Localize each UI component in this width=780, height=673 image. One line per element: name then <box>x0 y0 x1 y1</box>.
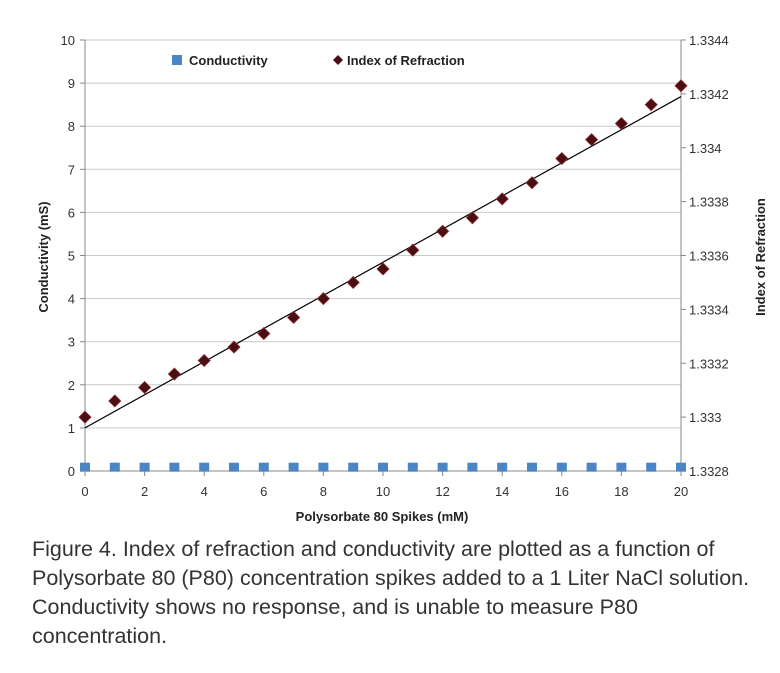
index-of-refraction-point <box>555 151 569 166</box>
conductivity-series <box>80 462 686 472</box>
y-right-axis-title: Index of Refraction <box>753 198 768 316</box>
index-of-refraction-point <box>674 79 688 93</box>
y-left-tick-label: 3 <box>68 335 75 350</box>
index-of-refraction-point <box>227 340 241 354</box>
legend-ior-label: Index of Refraction <box>347 53 465 68</box>
y-left-tick-label: 0 <box>68 464 75 479</box>
x-tick-label: 20 <box>674 484 688 499</box>
index-of-refraction-point <box>495 192 509 206</box>
y-right-tick-label: 1.3328 <box>689 464 729 479</box>
legend-ior-marker <box>333 55 343 65</box>
trendline-group <box>84 96 682 429</box>
conductivity-point <box>109 462 120 472</box>
y-left-axis-title: Conductivity (mS) <box>36 201 51 312</box>
legend: Conductivity Index of Refraction <box>172 53 465 68</box>
index-of-refraction-point <box>465 211 479 225</box>
y-right-tick-label: 1.333 <box>689 410 722 425</box>
conductivity-point <box>288 462 299 472</box>
x-tick-label: 0 <box>81 484 88 499</box>
x-tick-label: 12 <box>435 484 449 499</box>
y-right-tick-label: 1.3332 <box>689 356 729 371</box>
index-of-refraction-point <box>376 262 390 276</box>
index-of-refraction-point <box>406 243 420 257</box>
x-tick-label: 4 <box>201 484 208 499</box>
y-left-tick-label: 1 <box>68 421 75 436</box>
figure-caption: Figure 4. Index of refraction and conduc… <box>32 537 750 648</box>
conductivity-point <box>616 462 627 472</box>
y-left-tick-label: 5 <box>68 249 75 264</box>
conductivity-point <box>80 462 90 472</box>
x-tick-label: 8 <box>320 484 327 499</box>
y-right-tick-label: 1.3338 <box>689 195 729 210</box>
index-of-refraction-point <box>197 353 211 368</box>
index-of-refraction-point <box>644 98 658 112</box>
conductivity-point <box>586 462 597 472</box>
index-of-refraction-series <box>78 79 688 424</box>
conductivity-point <box>467 462 478 472</box>
conductivity-point <box>407 462 418 472</box>
conductivity-point <box>199 462 210 472</box>
y-right-tick-label: 1.3336 <box>689 249 729 264</box>
y-left-tick-label: 8 <box>68 119 75 134</box>
y-right-axis-ticks: 1.3328 1.333 1.3332 1.3334 1.3336 1.3338 1.334… <box>681 33 729 479</box>
x-axis-ticks: 0 2 4 6 8 10 12 14 16 18 20 <box>81 471 688 499</box>
index-of-refraction-point <box>346 275 360 290</box>
y-right-tick-label: 1.3342 <box>689 87 729 102</box>
x-tick-label: 2 <box>141 484 148 499</box>
index-of-refraction-point <box>614 116 628 131</box>
conductivity-point <box>348 462 359 472</box>
conductivity-point <box>646 462 657 472</box>
x-tick-label: 14 <box>495 484 509 499</box>
legend-conductivity-marker <box>172 55 182 65</box>
gridlines <box>85 39 681 472</box>
conductivity-point <box>556 462 567 472</box>
conductivity-point <box>139 462 150 472</box>
y-left-tick-label: 7 <box>68 162 75 177</box>
legend-conductivity-label: Conductivity <box>189 53 268 68</box>
trendline <box>84 96 682 429</box>
y-left-tick-label: 10 <box>61 33 75 48</box>
conductivity-point <box>318 462 329 472</box>
y-left-axis-ticks: 0 1 2 3 4 5 6 7 8 9 10 <box>61 33 85 479</box>
index-of-refraction-point <box>436 224 450 238</box>
index-of-refraction-point <box>138 380 152 395</box>
y-left-tick-label: 6 <box>68 205 75 220</box>
y-left-tick-label: 4 <box>68 292 75 307</box>
conductivity-point <box>378 462 388 472</box>
conductivity-point <box>258 462 269 472</box>
conductivity-point <box>437 462 448 472</box>
y-right-tick-label: 1.3334 <box>689 302 729 317</box>
index-of-refraction-point <box>316 292 330 306</box>
conductivity-point <box>676 462 686 472</box>
index-of-refraction-point <box>108 394 122 408</box>
index-of-refraction-point <box>78 410 92 424</box>
conductivity-point <box>497 462 508 472</box>
index-of-refraction-point <box>257 327 271 341</box>
index-of-refraction-point <box>167 367 181 381</box>
index-of-refraction-point <box>287 310 301 325</box>
x-tick-label: 16 <box>555 484 569 499</box>
x-axis-title: Polysorbate 80 Spikes (mM) <box>296 509 469 524</box>
conductivity-point <box>229 462 239 472</box>
conductivity-point <box>527 462 537 472</box>
index-of-refraction-point <box>585 133 599 147</box>
x-tick-label: 6 <box>260 484 267 499</box>
y-right-tick-label: 1.334 <box>689 141 722 156</box>
y-right-tick-label: 1.3344 <box>689 33 729 48</box>
x-tick-label: 10 <box>376 484 390 499</box>
conductivity-point <box>169 462 180 472</box>
index-of-refraction-point <box>525 176 539 190</box>
y-left-tick-label: 2 <box>68 378 75 393</box>
x-tick-label: 18 <box>614 484 628 499</box>
y-left-tick-label: 9 <box>68 76 75 91</box>
